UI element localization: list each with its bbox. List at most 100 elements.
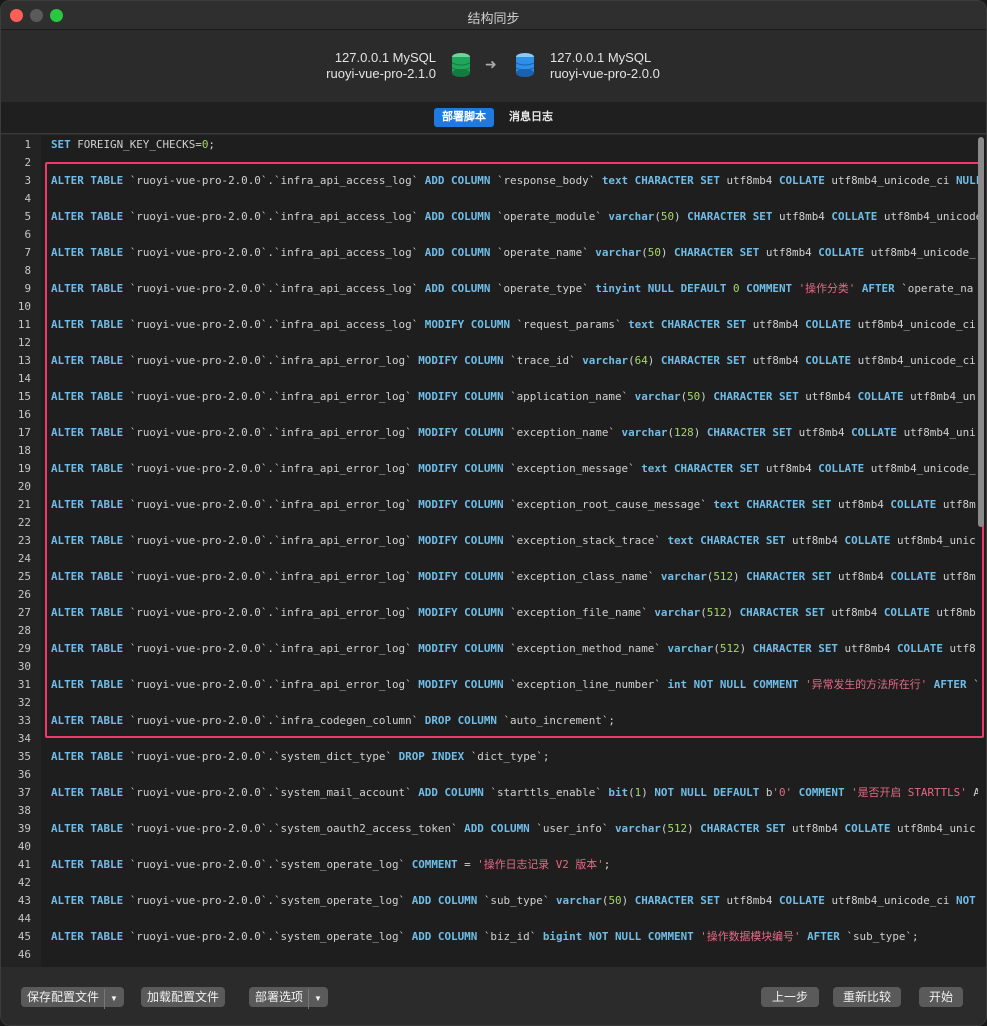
code-text: ALTER TABLE `ruoyi-vue-pro-2.0.0`.`infra…: [51, 352, 976, 370]
sql-keyword: COLUMN: [464, 534, 504, 547]
chevron-down-icon[interactable]: ▼: [104, 989, 118, 1009]
sql-keyword: SET: [811, 498, 832, 511]
sql-keyword: COLUMN: [451, 246, 491, 259]
code-line: 38: [1, 802, 978, 820]
line-number: 17: [17, 426, 31, 439]
code-token: A: [973, 786, 978, 799]
number-literal: 512: [713, 570, 734, 583]
code-token: `system_dict_type`: [273, 750, 393, 763]
code-token: utf8mb4: [837, 570, 884, 583]
sql-keyword: CHARACTER: [706, 426, 766, 439]
sql-keyword: COLUMN: [464, 642, 504, 655]
line-number: 1: [24, 138, 31, 151]
code-token: `ruoyi-vue-pro-2.0.0`: [129, 678, 268, 691]
code-token: `trace_id`: [510, 354, 576, 367]
sql-keyword: NOT: [588, 930, 609, 943]
sql-keyword: MODIFY: [418, 606, 458, 619]
code-line: 46: [1, 946, 978, 964]
code-token: `exception_stack_trace`: [510, 534, 661, 547]
deploy-options-button[interactable]: 部署选项 ▼: [249, 987, 328, 1009]
string-literal: '操作数据模块编号': [700, 930, 801, 943]
number-literal: 50: [687, 390, 701, 403]
line-number: 2: [24, 156, 31, 169]
tab-deploy-script[interactable]: 部署脚本: [434, 108, 494, 127]
line-number: 35: [17, 750, 31, 763]
code-text: ALTER TABLE `ruoyi-vue-pro-2.0.0`.`infra…: [51, 712, 615, 730]
save-config-label: 保存配置文件: [27, 990, 100, 1004]
code-token: utf8mb4: [765, 462, 812, 475]
code-text: ALTER TABLE `ruoyi-vue-pro-2.0.0`.`infra…: [51, 244, 976, 262]
code-line: 22: [1, 514, 978, 532]
code-token: utf8mb4: [798, 426, 845, 439]
code-token: `infra_api_error_log`: [273, 498, 412, 511]
sql-keyword: SET: [765, 822, 786, 835]
load-config-button[interactable]: 加载配置文件: [141, 987, 226, 1007]
maximize-window-button[interactable]: [50, 9, 63, 22]
sql-keyword: ALTER: [51, 354, 84, 367]
code-text: ALTER TABLE `ruoyi-vue-pro-2.0.0`.`infra…: [51, 172, 978, 190]
code-token: `infra_api_access_log`: [273, 174, 419, 187]
target-server: 127.0.0.1 MySQL: [550, 50, 652, 65]
code-token: `infra_api_access_log`: [273, 318, 419, 331]
code-line: 9 ALTER TABLE `ruoyi-vue-pro-2.0.0`.`infr…: [1, 280, 978, 298]
code-token: utf8mb4: [837, 498, 884, 511]
code-token: utf8mb4_unicode_ci: [831, 894, 950, 907]
line-number: 42: [17, 876, 31, 889]
code-token: `ruoyi-vue-pro-2.0.0`: [129, 822, 268, 835]
sql-keyword: TABLE: [90, 426, 124, 439]
back-button[interactable]: 上一步: [761, 987, 820, 1007]
code-line: 19 ALTER TABLE `ruoyi-vue-pro-2.0.0`.`inf…: [1, 460, 978, 478]
code-token: .: [267, 246, 274, 259]
code-token: utf8mb4_unic: [896, 534, 976, 547]
close-window-button[interactable]: [10, 9, 23, 22]
code-token: `exception_file_name`: [510, 606, 648, 619]
sql-keyword: text: [628, 318, 655, 331]
line-number: 23: [17, 534, 31, 547]
minimize-window-button[interactable]: [30, 9, 43, 22]
sql-keyword: TABLE: [90, 498, 124, 511]
sql-keyword: COLLATE: [857, 390, 904, 403]
code-line: 35 ALTER TABLE `ruoyi-vue-pro-2.0.0`.`sys…: [1, 748, 978, 766]
chevron-down-icon[interactable]: ▼: [308, 989, 322, 1009]
start-button[interactable]: 开始: [919, 987, 964, 1007]
sql-script-editor[interactable]: 1 SET FOREIGN_KEY_CHECKS=0; 2 3 ALTER TABLE …: [1, 135, 986, 967]
code-token: `ruoyi-vue-pro-2.0.0`: [129, 930, 268, 943]
sql-keyword: AFTER: [807, 930, 840, 943]
sql-keyword: CHARACTER: [739, 606, 799, 619]
code-token: `response_body`: [496, 174, 596, 187]
window-title: 结构同步: [467, 11, 520, 26]
sql-keyword: CHARACTER: [634, 174, 694, 187]
sql-keyword: NULL: [647, 282, 674, 295]
sql-keyword: ALTER: [51, 390, 84, 403]
line-number: 21: [17, 498, 31, 511]
vertical-scrollbar[interactable]: [978, 137, 984, 527]
sql-keyword: MODIFY: [418, 642, 458, 655]
number-literal: 0: [201, 138, 209, 151]
code-line: 39 ALTER TABLE `ruoyi-vue-pro-2.0.0`.`sys…: [1, 820, 978, 838]
code-line: 26: [1, 586, 978, 604]
code-token: .: [267, 714, 274, 727]
code-token: `system_operate_log`: [273, 930, 406, 943]
line-number: 9: [24, 282, 31, 295]
code-text: ALTER TABLE `ruoyi-vue-pro-2.0.0`.`infra…: [51, 640, 976, 658]
number-literal: 0: [733, 282, 740, 295]
recompare-button[interactable]: 重新比较: [833, 987, 902, 1007]
tab-message-log[interactable]: 消息日志: [509, 111, 553, 123]
save-config-button[interactable]: 保存配置文件 ▼: [21, 987, 124, 1009]
code-text: ALTER TABLE `ruoyi-vue-pro-2.0.0`.`syste…: [51, 892, 976, 910]
code-token: `auto_increment`: [503, 714, 609, 727]
line-number: 11: [17, 318, 31, 331]
sql-keyword: CHARACTER: [746, 498, 806, 511]
line-number: 33: [17, 714, 31, 727]
code-token: `ruoyi-vue-pro-2.0.0`: [129, 210, 268, 223]
code-token: utf8mb4_uni: [903, 426, 976, 439]
code-token: .: [267, 894, 274, 907]
sql-keyword: TABLE: [90, 246, 124, 259]
sql-keyword: tinyint: [595, 282, 642, 295]
code-token: ;: [608, 714, 615, 727]
code-line: 40: [1, 838, 978, 856]
sql-keyword: MODIFY: [418, 570, 458, 583]
code-token: (: [654, 210, 661, 223]
sql-keyword: TABLE: [90, 822, 124, 835]
target-database: ruoyi-vue-pro-2.0.0: [550, 66, 660, 81]
